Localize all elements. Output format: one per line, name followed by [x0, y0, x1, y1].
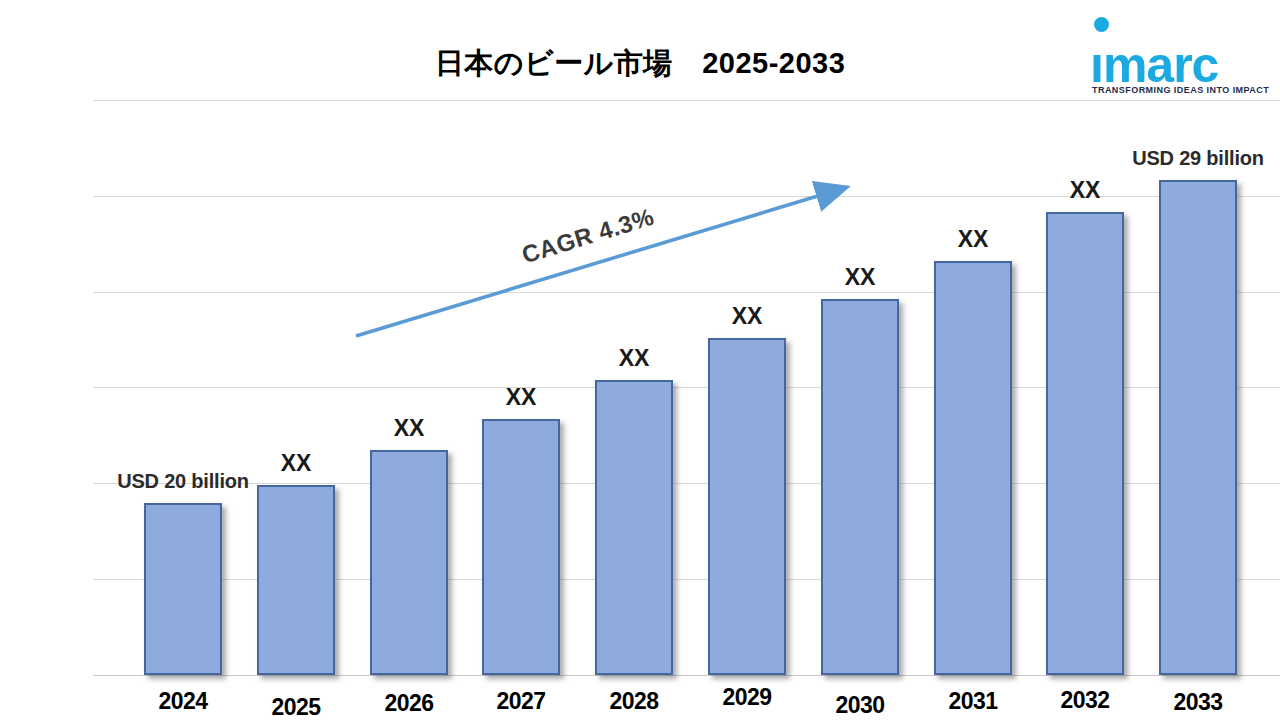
x-axis-label-2033: 2033 [1173, 689, 1222, 716]
cagr-label: CAGR 4.3% [488, 192, 688, 279]
x-axis-label-2025: 2025 [271, 694, 320, 720]
gridline [93, 100, 1280, 101]
bar-value-label-2026: XX [394, 413, 425, 443]
bar-value-label-2024: USD 20 billion [117, 466, 249, 496]
x-axis-label-2030: 2030 [835, 692, 884, 719]
bar-value-label-2030: XX [845, 262, 876, 292]
x-axis-label-2031: 2031 [948, 688, 997, 715]
bar-value-label-2027: XX [506, 382, 537, 412]
bar-2024 [144, 503, 222, 675]
x-axis-label-2032: 2032 [1060, 687, 1109, 714]
bar-2025 [257, 485, 335, 675]
bar-value-label-2025: XX [281, 448, 312, 478]
bar-2032 [1046, 212, 1124, 675]
bar-2026 [370, 450, 448, 675]
bar-2030 [821, 299, 899, 675]
x-axis-label-2028: 2028 [609, 688, 658, 715]
bar-2033 [1159, 180, 1237, 675]
bar-value-label-2033: USD 29 billion [1132, 143, 1264, 173]
bar-2028 [595, 380, 673, 675]
gridline [93, 196, 1280, 197]
x-axis-label-2027: 2027 [496, 688, 545, 715]
x-axis-line [93, 675, 1280, 676]
logo-i-dot-icon [1094, 17, 1109, 32]
x-axis-label-2024: 2024 [158, 688, 207, 715]
bar-2029 [708, 338, 786, 675]
bar-2031 [934, 261, 1012, 675]
chart-canvas: 日本のビール市場 2025-2033 ımarc TRANSFORMING ID… [0, 0, 1280, 720]
logo-wordmark: ımarc [1090, 40, 1218, 90]
bar-value-label-2031: XX [958, 224, 989, 254]
bar-value-label-2032: XX [1070, 175, 1101, 205]
logo-tagline: TRANSFORMING IDEAS INTO IMPACT [1092, 85, 1269, 95]
bar-value-label-2029: XX [732, 301, 763, 331]
bar-2027 [482, 419, 560, 675]
bar-value-label-2028: XX [619, 343, 650, 373]
x-axis-label-2026: 2026 [384, 690, 433, 717]
x-axis-label-2029: 2029 [722, 684, 771, 711]
imarc-logo: ımarc TRANSFORMING IDEAS INTO IMPACT [1090, 14, 1274, 96]
chart-title: 日本のビール市場 2025-2033 [0, 44, 1280, 84]
